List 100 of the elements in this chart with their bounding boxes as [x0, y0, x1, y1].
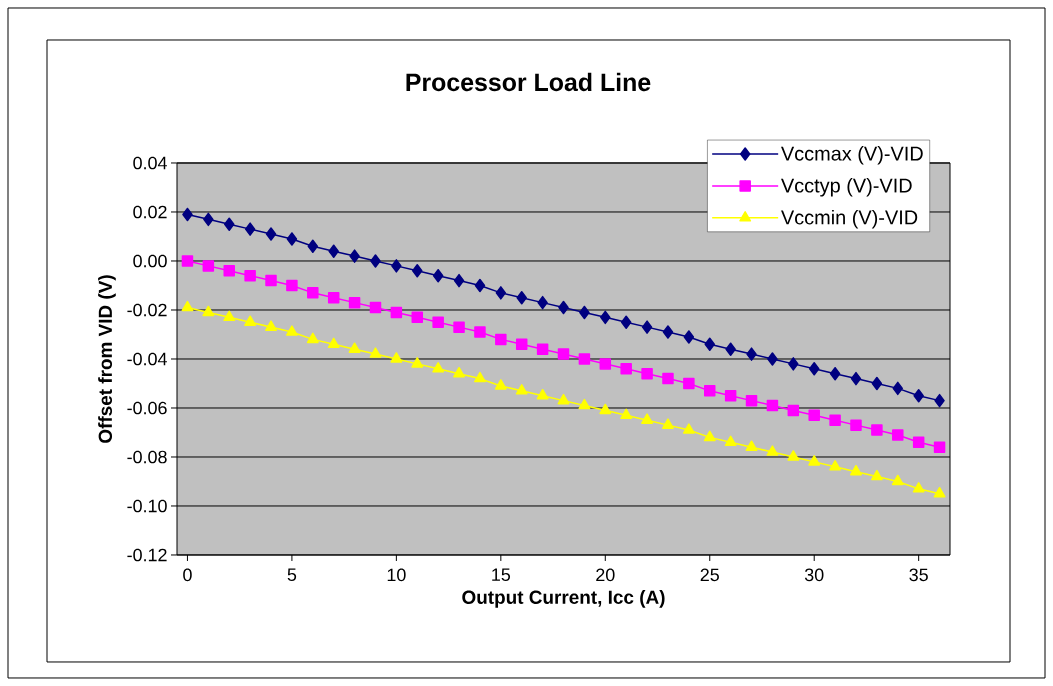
- y-tick-label: 0.00: [133, 254, 167, 268]
- point: [599, 403, 612, 415]
- point: [537, 295, 548, 310]
- point: [516, 290, 527, 305]
- point: [891, 474, 904, 486]
- legend-label: Vccmin (V)-VID: [781, 209, 918, 229]
- point: [369, 301, 382, 314]
- point: [600, 310, 611, 325]
- point: [203, 212, 214, 227]
- point: [724, 435, 737, 447]
- point: [536, 388, 549, 400]
- point: [766, 399, 779, 412]
- point: [683, 330, 695, 344]
- point: [641, 367, 653, 380]
- point: [223, 217, 235, 231]
- chart-title: Processor Load Line: [406, 72, 651, 92]
- point: [432, 362, 445, 373]
- point: [620, 408, 633, 420]
- point: [704, 385, 716, 397]
- point: [453, 366, 465, 378]
- point: [683, 377, 695, 390]
- point: [766, 445, 779, 456]
- point: [244, 269, 256, 282]
- point: [327, 337, 340, 349]
- point: [494, 379, 507, 390]
- point: [412, 264, 423, 278]
- point: [850, 419, 862, 431]
- point: [579, 305, 590, 320]
- point: [557, 393, 570, 405]
- point: [850, 371, 862, 386]
- point: [725, 342, 736, 356]
- y-tick-label: 0.04: [133, 156, 167, 170]
- point: [244, 315, 257, 326]
- point: [181, 255, 194, 267]
- point: [746, 347, 757, 361]
- point: [912, 436, 925, 449]
- point: [307, 287, 319, 299]
- point: [390, 352, 403, 363]
- point: [620, 315, 632, 329]
- point: [829, 460, 842, 471]
- point: [808, 455, 821, 466]
- point: [495, 333, 507, 346]
- point: [870, 469, 883, 481]
- point: [724, 389, 737, 402]
- point: [557, 348, 570, 360]
- y-axis-title: Offset from VID (V): [98, 275, 116, 443]
- point: [912, 482, 925, 493]
- point: [307, 239, 319, 254]
- point: [327, 291, 340, 304]
- point: [223, 310, 236, 322]
- point: [473, 371, 486, 383]
- point: [829, 414, 841, 426]
- point: [892, 429, 904, 441]
- point: [286, 279, 298, 292]
- point: [202, 260, 215, 272]
- point: [933, 486, 946, 498]
- y-tick-label: -0.04: [127, 352, 167, 366]
- point: [515, 338, 528, 351]
- point: [391, 259, 402, 273]
- point: [349, 249, 360, 263]
- point: [411, 311, 424, 324]
- point: [578, 398, 591, 410]
- point: [704, 337, 715, 352]
- point: [620, 363, 632, 375]
- point: [558, 300, 569, 315]
- x-tick-label: 35: [909, 568, 928, 582]
- point: [306, 332, 319, 344]
- point: [265, 274, 277, 287]
- y-tick-label: 0.02: [133, 205, 167, 219]
- point: [787, 450, 800, 461]
- point: [662, 325, 674, 339]
- point: [703, 430, 716, 442]
- point: [432, 316, 444, 328]
- point: [244, 222, 256, 236]
- point: [348, 296, 361, 309]
- x-tick-label: 5: [287, 568, 297, 582]
- point: [850, 464, 862, 476]
- y-tick-label: -0.08: [127, 450, 167, 464]
- x-tick-label: 30: [804, 568, 824, 582]
- point: [787, 404, 800, 417]
- point: [662, 418, 674, 429]
- point: [745, 440, 758, 451]
- point: [181, 300, 194, 312]
- x-tick-label: 15: [492, 568, 511, 582]
- x-tick-label: 25: [700, 568, 719, 582]
- point: [286, 232, 298, 246]
- point: [808, 362, 820, 376]
- point: [495, 286, 507, 300]
- point: [369, 347, 382, 358]
- point: [829, 366, 841, 381]
- point: [934, 393, 945, 408]
- point: [515, 384, 528, 395]
- point: [411, 357, 424, 368]
- point: [892, 381, 904, 396]
- point: [933, 441, 946, 453]
- x-axis-title: Output Current, Icc (A): [462, 590, 665, 608]
- point: [662, 372, 674, 385]
- y-tick-label: -0.12: [127, 548, 167, 562]
- point: [265, 320, 277, 331]
- point: [767, 352, 778, 366]
